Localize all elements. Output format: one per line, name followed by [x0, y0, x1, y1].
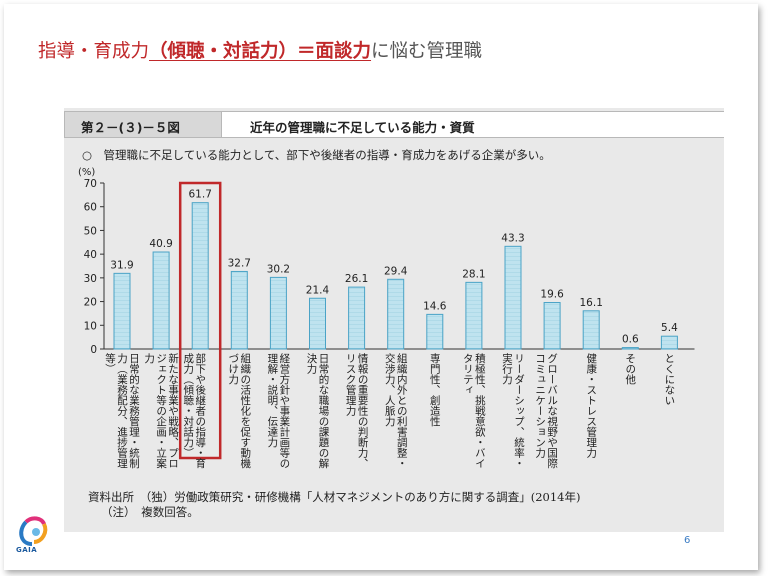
bar — [309, 297, 326, 350]
gaia-logo-icon — [19, 516, 48, 546]
note-line: （注） 複数回答。 — [101, 504, 199, 520]
y-tick-label: 50 — [84, 225, 97, 237]
category-label: 日常的な職場の課題の解決力 — [305, 353, 330, 469]
bar-value-label: 30.2 — [267, 263, 290, 275]
category-label: グローバルな視野や国際コミュニケーション力 — [534, 353, 559, 469]
slide-title-part1: 指導・育成力 — [38, 41, 150, 62]
category-label: 経営方針や事業計画等の理解・説明、伝達力 — [266, 353, 291, 469]
bar-value-label: 5.4 — [661, 322, 678, 334]
category-label: リーダーシップ、統率・実行力 — [501, 353, 525, 469]
y-tick-label: 60 — [84, 202, 97, 214]
category-label: 積極性、挑戦意欲・バイタリティ — [461, 353, 486, 469]
category-label: 健康・ストレス管理力 — [585, 353, 598, 458]
slide-title: 指導・育成力（傾聴・対話力）＝面談力に悩む管理職 — [38, 37, 482, 63]
category-label: 専門性、創造性 — [428, 353, 441, 427]
figure-number: 第２－(３)－５図 — [81, 120, 180, 135]
figure-title: 近年の管理職に不足している能力・資質 — [250, 120, 475, 135]
bar — [387, 278, 405, 350]
bar — [348, 286, 366, 350]
bar-value-label: 40.9 — [149, 238, 172, 250]
figure-panel: 第２－(３)－５図 近年の管理職に不足している能力・資質 — [64, 108, 724, 532]
bar — [426, 313, 444, 350]
bar-value-label: 16.1 — [580, 297, 603, 309]
category-label: 組織の活性化を促す動機づけ力 — [227, 353, 252, 469]
bar-value-label: 61.7 — [189, 189, 212, 201]
category-label: 新たな事業や戦略、プロジェクト等の企画・立案力 — [143, 353, 180, 469]
bar — [152, 251, 170, 350]
category-label: とくにない — [663, 353, 676, 406]
logo-text: GAIA — [16, 546, 38, 554]
category-label: 部下や後継者の指導・育成力（傾聴・対話力） — [182, 353, 207, 469]
bar — [660, 335, 678, 350]
note-label: （注） — [101, 505, 130, 519]
bar — [191, 202, 209, 350]
source-label: 資料出所 — [88, 490, 134, 504]
note-text: 複数回答。 — [141, 505, 199, 519]
highlight-box — [178, 181, 222, 460]
y-tick-label: 30 — [84, 273, 97, 285]
category-label: 組織内外との利害調整・交渉力、人脈力 — [383, 353, 408, 469]
bar-value-label: 0.6 — [622, 334, 639, 346]
bar-value-label: 29.4 — [384, 265, 408, 277]
y-tick-label: 70 — [84, 178, 97, 190]
y-tick-label: 10 — [84, 320, 97, 332]
slide-title-part3: に悩む管理職 — [371, 41, 483, 62]
figure-header: 第２－(３)－５図 近年の管理職に不足している能力・資質 — [64, 111, 724, 138]
bar-value-label: 14.6 — [423, 300, 447, 312]
bar-value-label: 19.6 — [540, 289, 564, 301]
bar — [621, 347, 639, 350]
bar-value-label: 32.7 — [228, 257, 251, 269]
slide-title-part2: （傾聴・対話力）＝面談力 — [149, 41, 372, 62]
bar-value-label: 26.1 — [345, 273, 368, 285]
y-tick-label: 0 — [90, 344, 97, 356]
y-tick-label: 20 — [84, 297, 97, 309]
category-label: 情報の重要性の判断力、リスク管理力 — [344, 353, 369, 469]
category-label: 日常的な業務管理・統制力（業務配分、進捗管理等） — [104, 353, 140, 469]
bar — [113, 272, 131, 350]
source-text: （独）労働政策研究・研修機構「人材マネジメントのあり方に関する調査」(2014年… — [145, 490, 581, 504]
bar — [230, 270, 248, 350]
bar — [543, 302, 561, 350]
y-unit-label: (%) — [78, 167, 95, 178]
bar — [269, 276, 287, 350]
bar — [465, 281, 483, 350]
bar-value-label: 31.9 — [110, 259, 133, 271]
page-number: 6 — [684, 535, 691, 546]
bar-value-label: 28.1 — [462, 268, 485, 280]
bar — [504, 245, 522, 350]
bar-value-label: 43.3 — [501, 232, 524, 244]
bar — [582, 310, 600, 350]
source-line: 資料出所 （独）労働政策研究・研修機構「人材マネジメントのあり方に関する調査」(… — [88, 489, 581, 505]
figure-subtitle: ○ 管理職に不足している能力として、部下や後継者の指導・育成力をあげる企業が多い… — [82, 148, 551, 162]
bar-value-label: 21.4 — [306, 284, 330, 296]
category-label: その他 — [624, 353, 637, 385]
y-tick-label: 40 — [84, 249, 97, 261]
figure-title-box: 近年の管理職に不足している能力・資質 — [221, 112, 724, 137]
